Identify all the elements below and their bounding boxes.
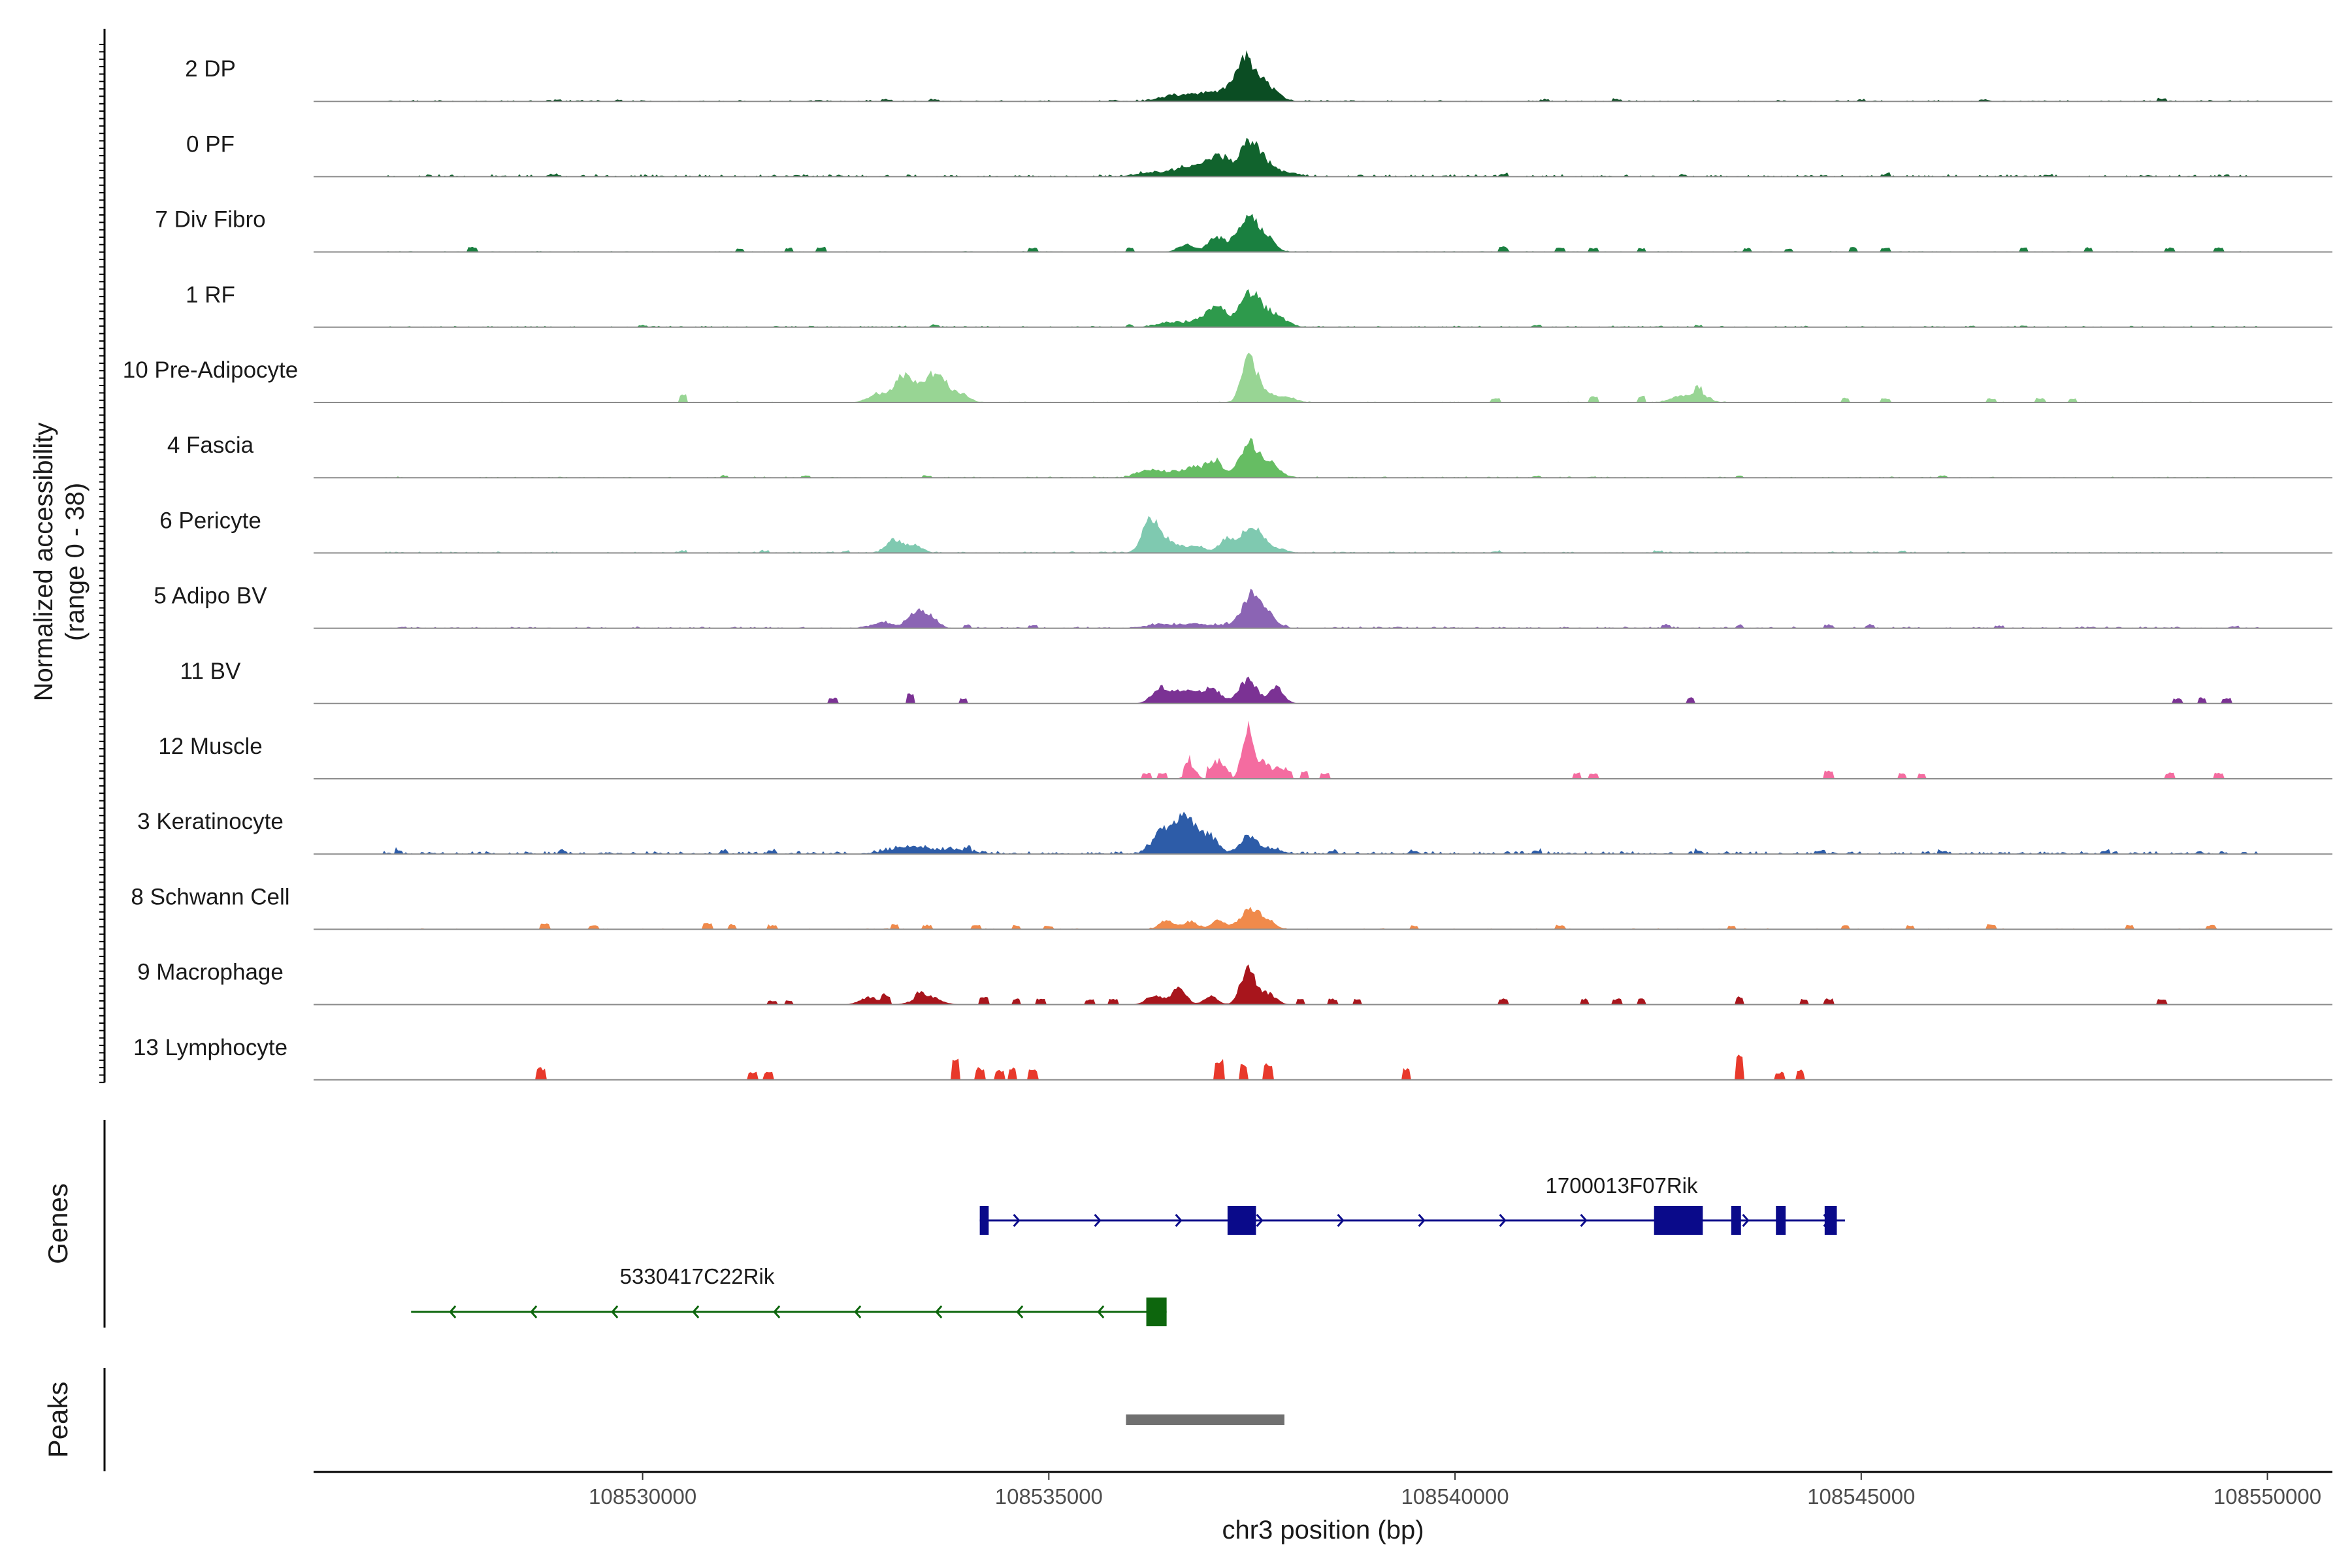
track-label: 2 DP (185, 56, 236, 82)
coverage-y-ticks (99, 44, 105, 1083)
track-label: 6 Pericyte (159, 508, 261, 533)
strand-arrow (1499, 1214, 1507, 1227)
peaks-panel-label: Peaks (42, 1382, 73, 1458)
strand-arrow (1013, 1214, 1021, 1227)
genes-panel-label: Genes (42, 1183, 73, 1264)
x-tick-label: 108535000 (995, 1484, 1103, 1509)
gene-exon (1824, 1206, 1837, 1235)
strand-arrow (854, 1305, 862, 1318)
track-0-pf: 0 PF (186, 131, 2332, 178)
track-6-pericyte: 6 Pericyte (159, 508, 2332, 554)
track-2-dp: 2 DP (185, 50, 2332, 103)
x-tick-label: 108550000 (2213, 1484, 2321, 1509)
track-label: 12 Muscle (158, 734, 263, 759)
track-11-bv: 11 BV (180, 659, 2332, 704)
x-tick-label: 108540000 (1401, 1484, 1509, 1509)
strand-arrow (1742, 1214, 1750, 1227)
track-label: 10 Pre-Adipocyte (123, 357, 298, 383)
x-tick-label: 108530000 (589, 1484, 696, 1509)
track-10-pre-adipocyte: 10 Pre-Adipocyte (123, 352, 2332, 403)
coverage-area (314, 214, 2332, 252)
track-label: 5 Adipo BV (154, 583, 267, 609)
genes-panel: 1700013F07Rik 5330417C22Rik (411, 1173, 1845, 1326)
coverage-area (314, 676, 2332, 704)
coverage-area (314, 964, 2332, 1005)
strand-arrow (1256, 1214, 1264, 1227)
strand-arrow (1016, 1305, 1024, 1318)
gene-name-label: 1700013F07Rik (1546, 1173, 1698, 1198)
track-label: 3 Keratinocyte (137, 809, 284, 834)
coverage-area (314, 352, 2332, 402)
coverage-y-axis (99, 29, 106, 1083)
track-9-macrophage: 9 Macrophage (137, 960, 2332, 1005)
strand-arrow (1418, 1214, 1426, 1227)
track-label: 13 Lymphocyte (133, 1035, 287, 1060)
gene-5330417c22rik: 5330417C22Rik (411, 1264, 1167, 1326)
gene-exon (1776, 1206, 1786, 1235)
track-4-fascia: 4 Fascia (167, 433, 2332, 479)
track-1-rf: 1 RF (186, 282, 2332, 328)
x-tick-label: 108545000 (1807, 1484, 1915, 1509)
gene-exon (1227, 1206, 1256, 1235)
coverage-area (314, 137, 2332, 177)
track-label: 4 Fascia (167, 433, 254, 458)
strand-arrow (449, 1305, 457, 1318)
gene-name-label: 5330417C22Rik (620, 1264, 775, 1288)
gene-exon (1731, 1206, 1741, 1235)
coverage-area (314, 50, 2332, 102)
track-7-div-fibro: 7 Div Fibro (155, 207, 2332, 253)
gene-1700013f07rik: 1700013F07Rik (979, 1173, 1845, 1235)
strand-arrow (530, 1305, 538, 1318)
coverage-area (314, 589, 2332, 629)
track-5-adipo-bv: 5 Adipo BV (154, 583, 2332, 629)
peak-region (1126, 1414, 1284, 1425)
coverage-tracks: 2 DP 0 PF 7 Div Fibro 1 RF 10 Pre-Adipocyte 4… (123, 50, 2332, 1081)
track-13-lymphocyte: 13 Lymphocyte (133, 1035, 2332, 1081)
x-axis-ticks: 108530000 108535000 108540000 108545000 1085… (589, 1472, 2321, 1509)
track-12-muscle: 12 Muscle (158, 720, 2332, 779)
strand-arrow (1175, 1214, 1183, 1227)
coverage-area (314, 1054, 2332, 1080)
coverage-area (314, 438, 2332, 478)
gene-exon (1146, 1298, 1167, 1326)
coverage-area (314, 906, 2332, 930)
coverage-area (314, 515, 2332, 553)
gene-exon (979, 1206, 989, 1235)
strand-arrow (692, 1305, 700, 1318)
y-axis-title-line2: (range 0 - 38) (61, 483, 90, 641)
track-label: 8 Schwann Cell (131, 884, 289, 909)
track-label: 9 Macrophage (137, 960, 284, 985)
strand-arrow (1337, 1214, 1345, 1227)
strand-arrow (1097, 1305, 1105, 1318)
strand-arrow (1580, 1214, 1588, 1227)
track-3-keratinocyte: 3 Keratinocyte (137, 809, 2332, 855)
track-8-schwann-cell: 8 Schwann Cell (131, 884, 2332, 930)
gene-exon (1654, 1206, 1703, 1235)
x-axis: 108530000 108535000 108540000 108545000 1085… (314, 1471, 2332, 1509)
track-label: 11 BV (180, 659, 241, 684)
coverage-area (314, 720, 2332, 779)
peaks-panel (1126, 1414, 1284, 1425)
track-label: 0 PF (186, 131, 235, 157)
track-label: 1 RF (186, 282, 235, 308)
strand-arrow (1094, 1214, 1102, 1227)
y-axis-title-line1: Normalized accessibility (29, 423, 58, 702)
strand-arrow (773, 1305, 781, 1318)
strand-arrow (935, 1305, 943, 1318)
coverage-area (314, 289, 2332, 327)
coverage-area (314, 811, 2332, 855)
track-label: 7 Div Fibro (155, 207, 265, 233)
strand-arrow (611, 1305, 619, 1318)
x-axis-title: chr3 position (bp) (1222, 1516, 1424, 1544)
